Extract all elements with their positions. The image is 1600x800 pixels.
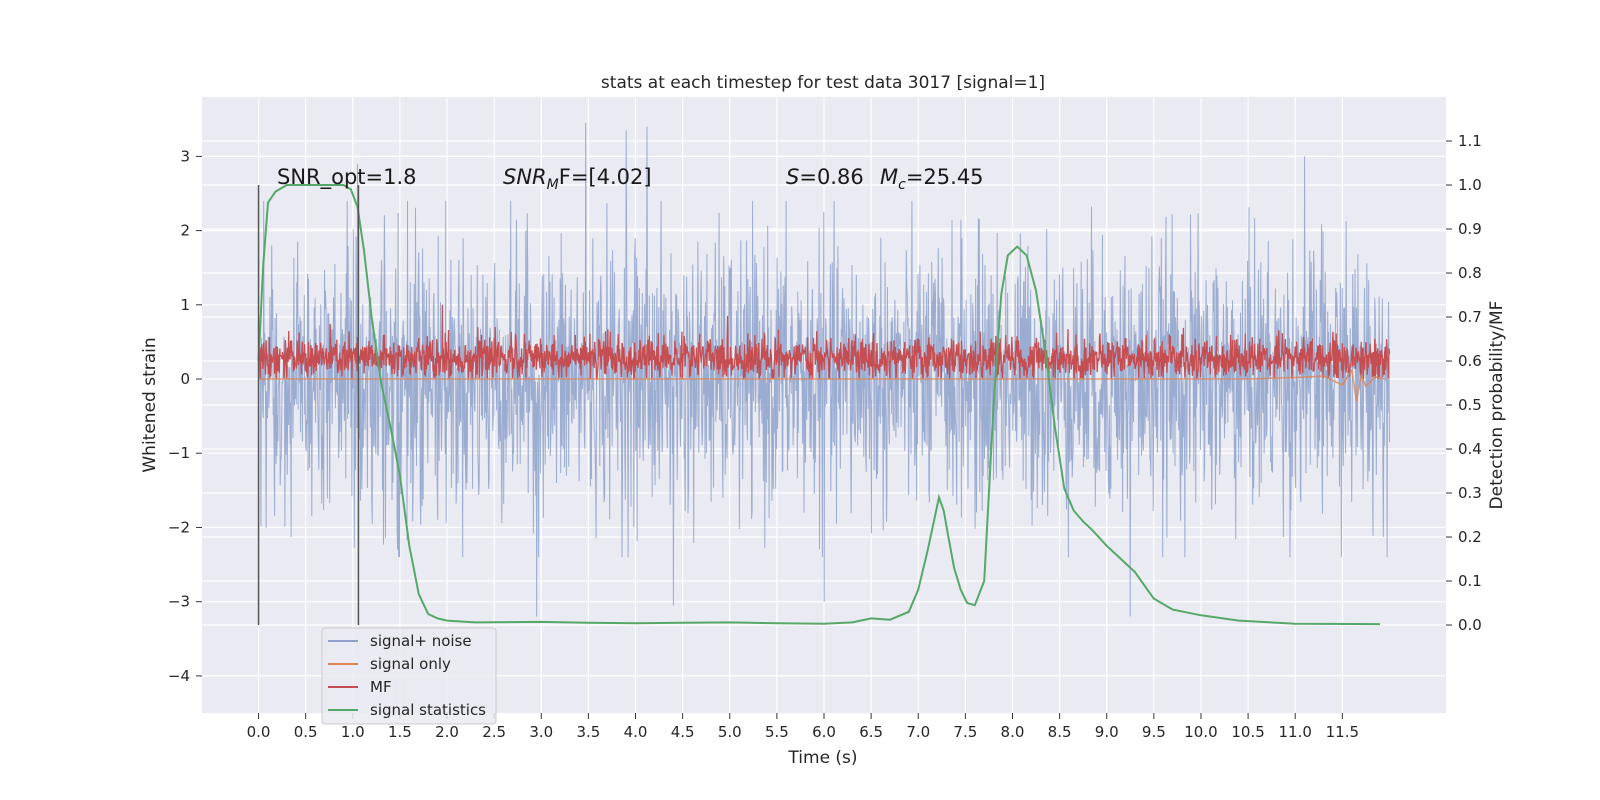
x-tick-label: 6.5 [859, 723, 883, 741]
mc-symbol: M [880, 165, 898, 189]
x-tick-label: 5.0 [718, 723, 742, 741]
s-value: =0.86 [799, 165, 863, 189]
s-annotation: S=0.86 [786, 165, 864, 189]
y-tick-label-left: −1 [168, 444, 190, 462]
legend-label-signal-only: signal only [370, 655, 451, 673]
legend-label-signal-noise: signal+ noise [370, 632, 472, 650]
mc-value: =25.45 [906, 165, 984, 189]
y-tick-label-left: 0 [180, 370, 190, 388]
y-tick-label-right: 0.7 [1458, 308, 1482, 326]
snr-opt-annotation: SNR_opt=1.8 [277, 165, 417, 190]
y-tick-label-left: −2 [168, 518, 190, 536]
y-tick-label-right: 0.9 [1458, 220, 1482, 238]
y-tick-label-left: 3 [180, 147, 190, 165]
y-tick-label-right: 1.0 [1458, 176, 1482, 194]
x-tick-label: 9.5 [1142, 723, 1166, 741]
y-axis-label-right: Detection probability/MF [1487, 301, 1507, 510]
x-axis-label: Time (s) [787, 748, 857, 768]
x-tick-label: 9.0 [1095, 723, 1119, 741]
x-tick-label: 11.0 [1279, 723, 1312, 741]
y-tick-label-right: 0.4 [1458, 440, 1482, 458]
x-tick-label: 7.0 [906, 723, 930, 741]
x-tick-label: 3.0 [529, 723, 553, 741]
y-tick-label-right: 0.3 [1458, 484, 1482, 502]
x-tick-label: 6.0 [812, 723, 836, 741]
mc-annotation: Mc=25.45 [880, 165, 984, 193]
y-tick-label-right: 1.1 [1458, 132, 1482, 150]
x-tick-label: 7.5 [953, 723, 977, 741]
series-mf-line [257, 304, 1391, 381]
legend-label-mf: MF [370, 678, 392, 696]
x-tick-label: 8.0 [1001, 723, 1025, 741]
y-tick-label-right: 0.1 [1458, 572, 1482, 590]
series-signal-noise-line [258, 122, 1390, 617]
x-tick-label: 8.5 [1048, 723, 1072, 741]
y-tick-label-left: 2 [180, 222, 190, 240]
y-tick-label-left: −4 [168, 667, 190, 685]
x-tick-label: 10.0 [1184, 723, 1217, 741]
snr-mf-value: F=[4.02] [559, 165, 652, 189]
series-signal-only-line [258, 367, 1385, 402]
x-tick-label: 0.5 [294, 723, 318, 741]
series-group [257, 122, 1391, 626]
x-tick-label: 10.5 [1231, 723, 1264, 741]
y-tick-label-right: 0.5 [1458, 396, 1482, 414]
grid [202, 97, 1446, 713]
y-tick-label-right: 0.6 [1458, 352, 1482, 370]
legend: signal+ noise signal only MF signal stat… [321, 627, 497, 725]
x-tick-label: 1.0 [341, 723, 365, 741]
x-tick-label: 0.0 [247, 723, 271, 741]
y-tick-label-right: 0.8 [1458, 264, 1482, 282]
snr-mf-annotation: SNRMF=[4.02] [503, 165, 652, 193]
x-tick-label: 4.5 [671, 723, 695, 741]
vertical-markers [257, 185, 360, 625]
y-tick-label-right: 0.2 [1458, 528, 1482, 546]
series-signal-statistics-line [257, 184, 1381, 626]
x-tick-label: 3.5 [576, 723, 600, 741]
legend-box [321, 627, 497, 725]
snr-mf-main: SNR [503, 165, 547, 189]
x-tick-label: 5.5 [765, 723, 789, 741]
x-tick-label: 11.5 [1326, 723, 1359, 741]
y-axis-label-left: Whitened strain [140, 337, 160, 472]
x-tick-label: 1.5 [388, 723, 412, 741]
annotations: SNR_opt=1.8 SNRMF=[4.02] S=0.86 Mc=25.45 [277, 165, 984, 193]
s-symbol: S [786, 165, 799, 189]
mc-sub: c [898, 177, 906, 193]
x-tick-label: 2.5 [482, 723, 506, 741]
y-tick-label-left: 1 [180, 296, 190, 314]
chart-title: stats at each timestep for test data 301… [601, 73, 1045, 93]
y-tick-label-right: 0.0 [1458, 616, 1482, 634]
snr-mf-sub: M [547, 177, 559, 193]
legend-label-signal-statistics: signal statistics [370, 701, 486, 719]
y-tick-label-left: −3 [168, 593, 190, 611]
axes-ticks: 0.0 0.5 1.0 1.5 2.0 2.5 3.0 3.5 4.0 4.5 5.0 5.5 6.0 6… [168, 132, 1482, 741]
x-tick-label: 2.0 [435, 723, 459, 741]
x-tick-label: 4.0 [624, 723, 648, 741]
